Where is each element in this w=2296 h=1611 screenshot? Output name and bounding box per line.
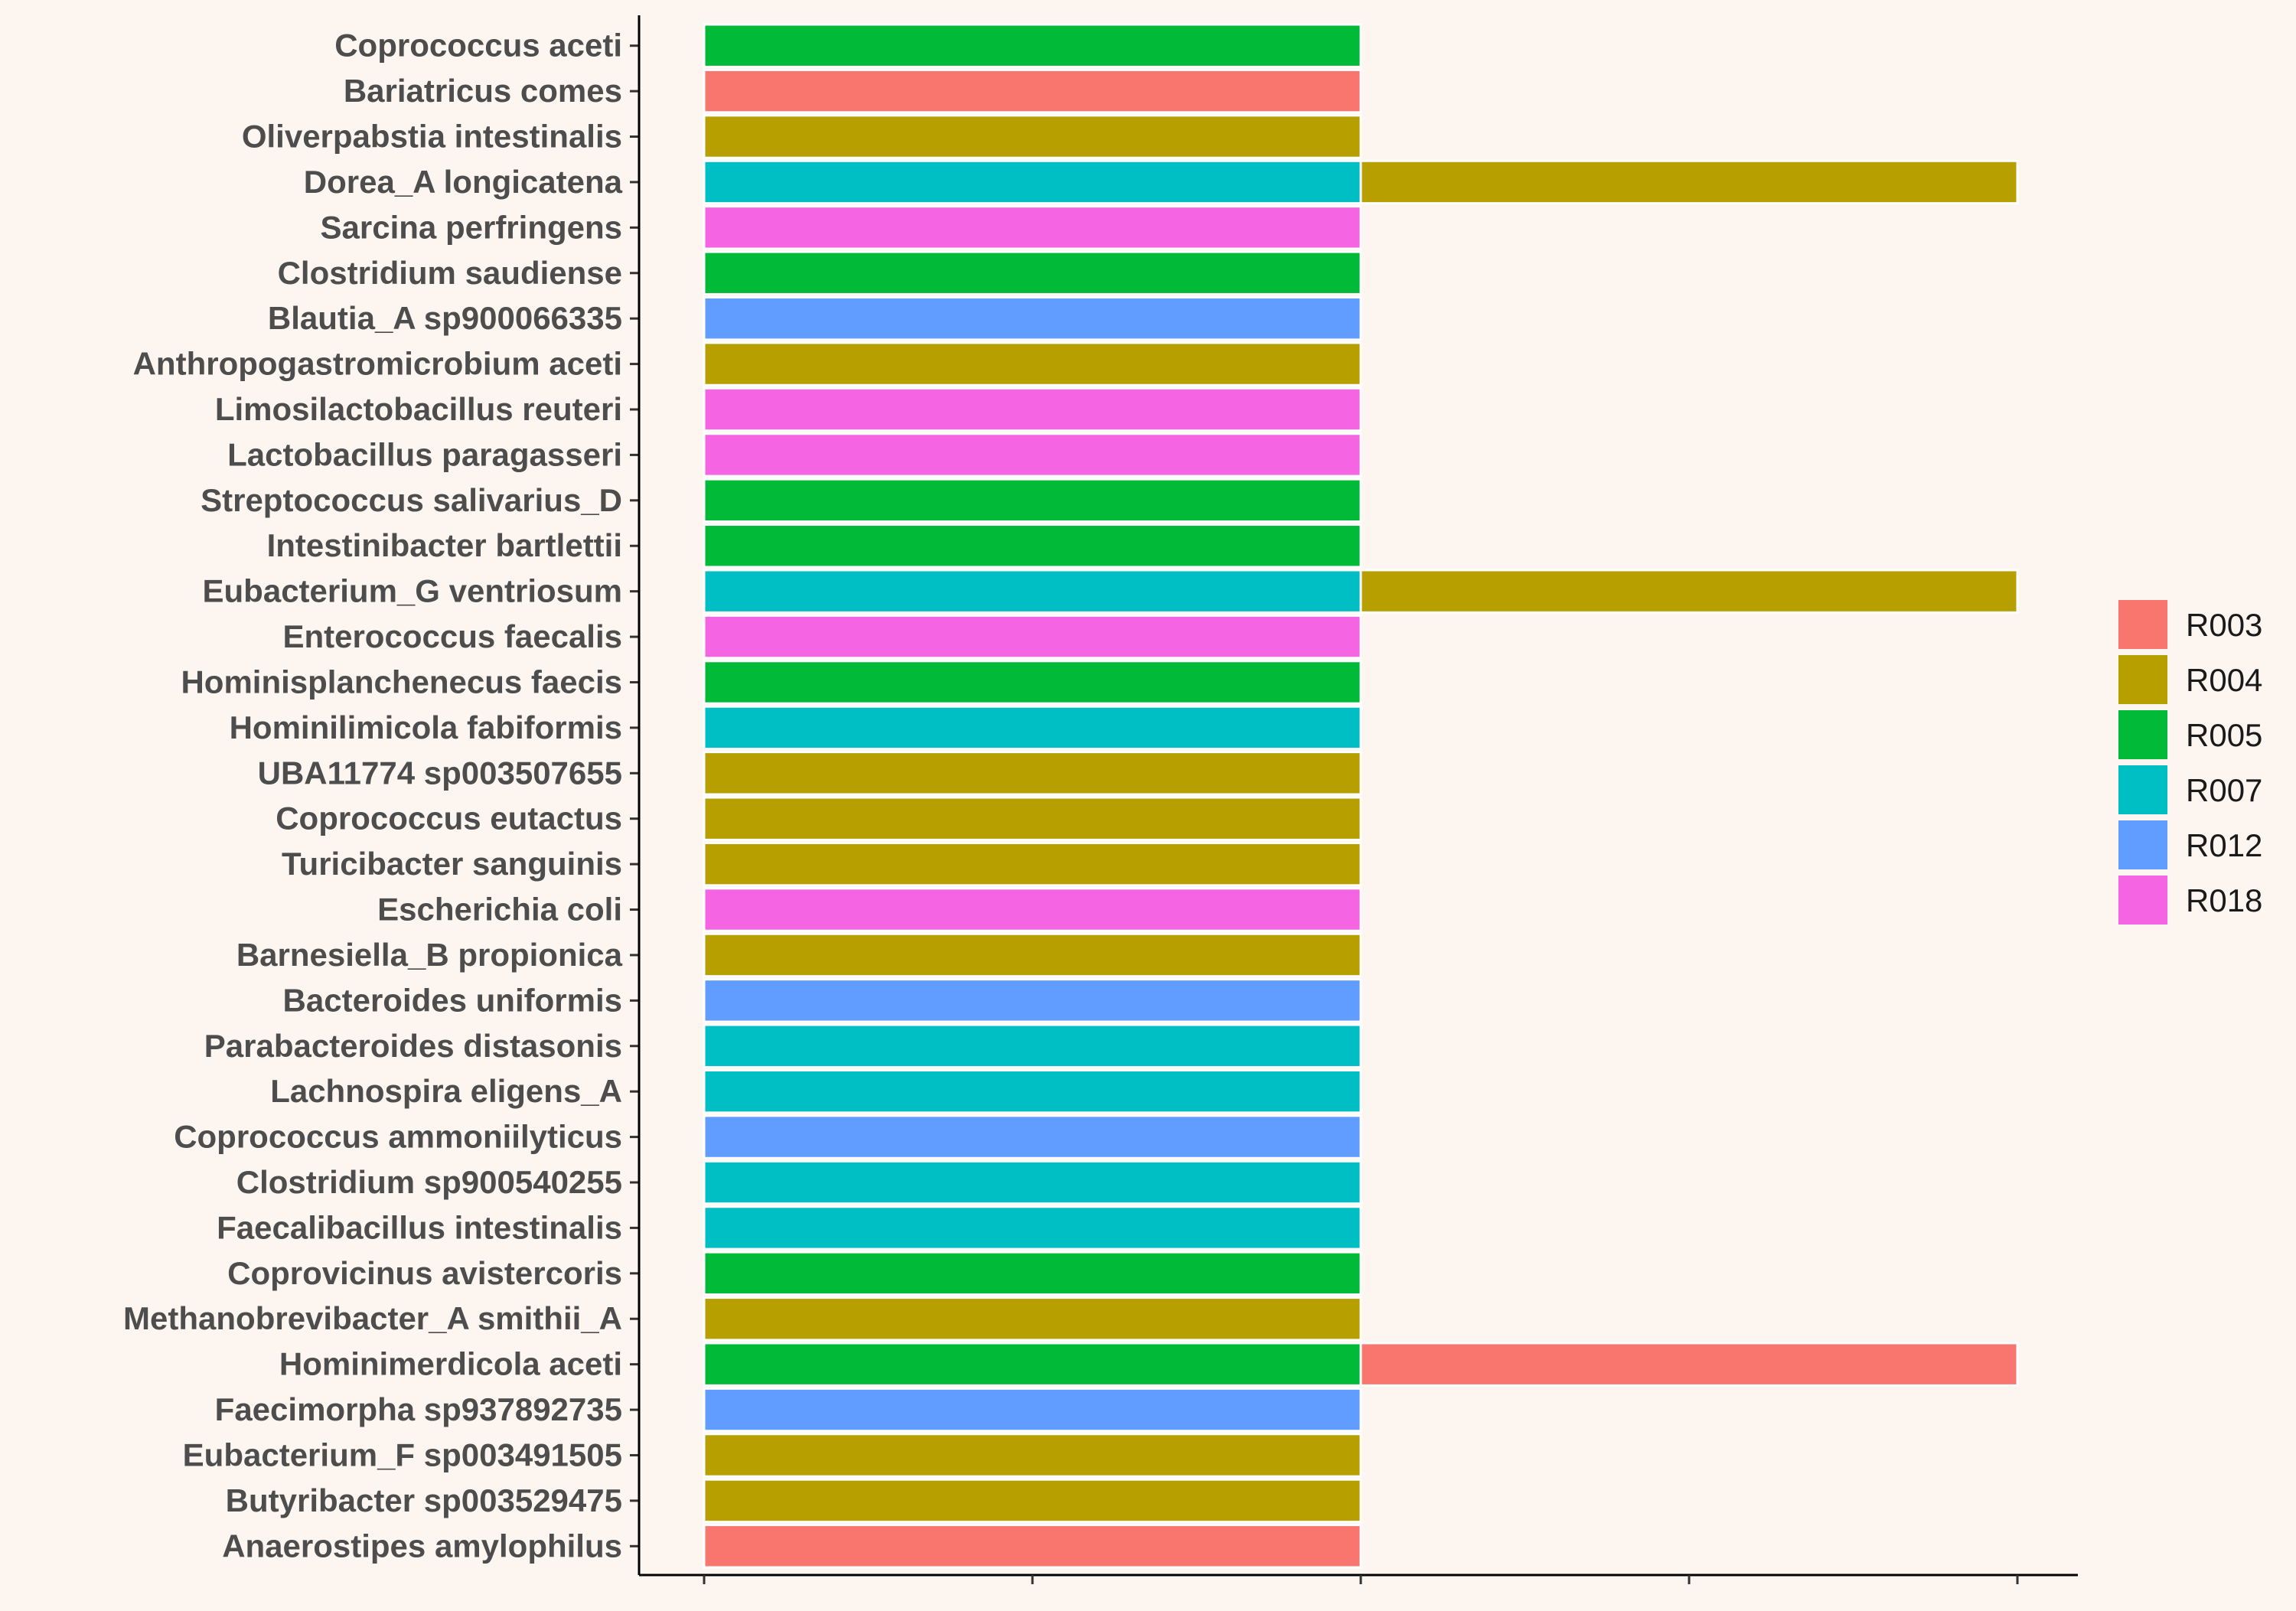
legend: R003 R004 R005 R007 R012 R018 (2118, 600, 2262, 925)
legend-label: R005 (2186, 717, 2262, 753)
species-label: Limosilactobacillus reuteri (215, 391, 622, 427)
species-label: UBA11774 sp003507655 (258, 755, 622, 791)
bar-r018-5 (703, 205, 1362, 250)
bar-r007-27 (703, 1205, 1362, 1251)
species-label: Dorea_A longicatena (304, 164, 623, 200)
species-label: Coprococcus eutactus (276, 801, 622, 836)
species-label: Lachnospira eligens_A (270, 1073, 622, 1109)
bar-r007-26 (703, 1159, 1362, 1205)
bar-r004-18 (703, 796, 1362, 841)
bar-r004-33 (703, 1478, 1362, 1524)
bar-r007-16 (703, 705, 1362, 751)
species-label: Intestinibacter bartlettii (267, 527, 622, 563)
species-label: Clostridium saudiense (278, 255, 622, 291)
bar-r004-21 (703, 932, 1362, 978)
species-label: Enterococcus faecalis (282, 618, 622, 654)
species-label: Coprovicinus avistercoris (227, 1255, 622, 1291)
species-label: Eubacterium_G ventriosum (203, 573, 622, 609)
bar-r012-25 (703, 1114, 1362, 1159)
species-label: Anthropogastromicrobium aceti (133, 346, 622, 382)
bar-r004-4 (1359, 159, 2019, 205)
bar-r005-28 (703, 1251, 1362, 1296)
bar-r018-10 (703, 432, 1362, 478)
bar-r012-22 (703, 978, 1362, 1023)
species-label: Hominisplanchenecus faecis (181, 664, 622, 700)
legend-label: R012 (2186, 827, 2262, 863)
species-label: Barnesiella_B propionica (236, 937, 623, 973)
species-label: Eubacterium_F sp003491505 (183, 1437, 622, 1472)
species-label: Faecalibacillus intestinalis (217, 1209, 622, 1245)
bar-r003-34 (703, 1524, 1362, 1569)
species-label: Hominilimicola fabiformis (230, 709, 622, 745)
bar-r007-23 (703, 1023, 1362, 1068)
legend-key (2118, 655, 2167, 704)
legend-label: R018 (2186, 882, 2262, 918)
species-label: Bariatricus comes (344, 73, 622, 109)
bar-r018-14 (703, 614, 1362, 660)
bar-r005-12 (703, 523, 1362, 569)
legend-item-r012: R012 (2118, 820, 2262, 869)
bar-r004-17 (703, 751, 1362, 796)
bar-r005-15 (703, 660, 1362, 705)
bar-r012-31 (703, 1387, 1362, 1433)
legend-label: R003 (2186, 607, 2262, 643)
species-label: Blautia_A sp900066335 (268, 300, 622, 336)
bar-r004-13 (1359, 569, 2019, 614)
legend-key (2118, 600, 2167, 649)
species-label: Faecimorpha sp937892735 (215, 1391, 622, 1427)
legend-item-r018: R018 (2118, 876, 2262, 925)
species-label: Streptococcus salivarius_D (201, 482, 622, 518)
legend-key (2118, 876, 2167, 925)
axes (630, 15, 2078, 1584)
species-label: Escherichia coli (377, 892, 622, 928)
legend-key (2118, 765, 2167, 814)
bar-r018-20 (703, 887, 1362, 932)
bar-r005-1 (703, 23, 1362, 68)
species-label: Clostridium sp900540255 (236, 1164, 622, 1200)
legend-key (2118, 820, 2167, 869)
species-label: Anaerostipes amylophilus (222, 1528, 622, 1564)
species-label: Bacteroides uniformis (283, 982, 622, 1018)
legend-item-r004: R004 (2118, 655, 2262, 704)
legend-label: R007 (2186, 772, 2262, 808)
bar-r007-24 (703, 1068, 1362, 1114)
species-labels: Coprococcus aceti Bariatricus comes Oliver… (123, 28, 623, 1564)
species-label: Methanobrevibacter_A smithii_A (123, 1300, 622, 1336)
bar-r004-3 (703, 114, 1362, 159)
bar-r005-11 (703, 478, 1362, 523)
legend-item-r003: R003 (2118, 600, 2262, 649)
bar-r018-9 (703, 386, 1362, 432)
species-label: Turicibacter sanguinis (282, 846, 622, 882)
bar-r004-19 (703, 841, 1362, 887)
species-label: Coprococcus ammoniilyticus (174, 1119, 622, 1155)
bar-r005-6 (703, 250, 1362, 295)
species-label: Sarcina perfringens (321, 209, 622, 245)
species-label: Lactobacillus paragasseri (227, 436, 622, 472)
bar-r004-32 (703, 1433, 1362, 1478)
legend-label: R004 (2186, 662, 2262, 698)
species-label: Butyribacter sp003529475 (226, 1482, 622, 1518)
bar-r003-2 (703, 68, 1362, 114)
bars-layer (703, 23, 2019, 1569)
bar-r007-4 (703, 159, 1362, 205)
bar-r004-8 (703, 341, 1362, 386)
bar-r007-13 (703, 569, 1362, 614)
bar-r004-29 (703, 1296, 1362, 1342)
legend-item-r007: R007 (2118, 765, 2262, 814)
legend-item-r005: R005 (2118, 710, 2262, 759)
bar-r012-7 (703, 295, 1362, 341)
species-label: Hominimerdicola aceti (279, 1346, 622, 1382)
legend-key (2118, 710, 2167, 759)
species-label: Parabacteroides distasonis (204, 1028, 622, 1064)
species-label: Oliverpabstia intestinalis (242, 119, 622, 155)
bar-r005-30 (703, 1342, 1362, 1387)
bar-r003-30 (1359, 1342, 2019, 1387)
species-label: Coprococcus aceti (334, 28, 622, 64)
